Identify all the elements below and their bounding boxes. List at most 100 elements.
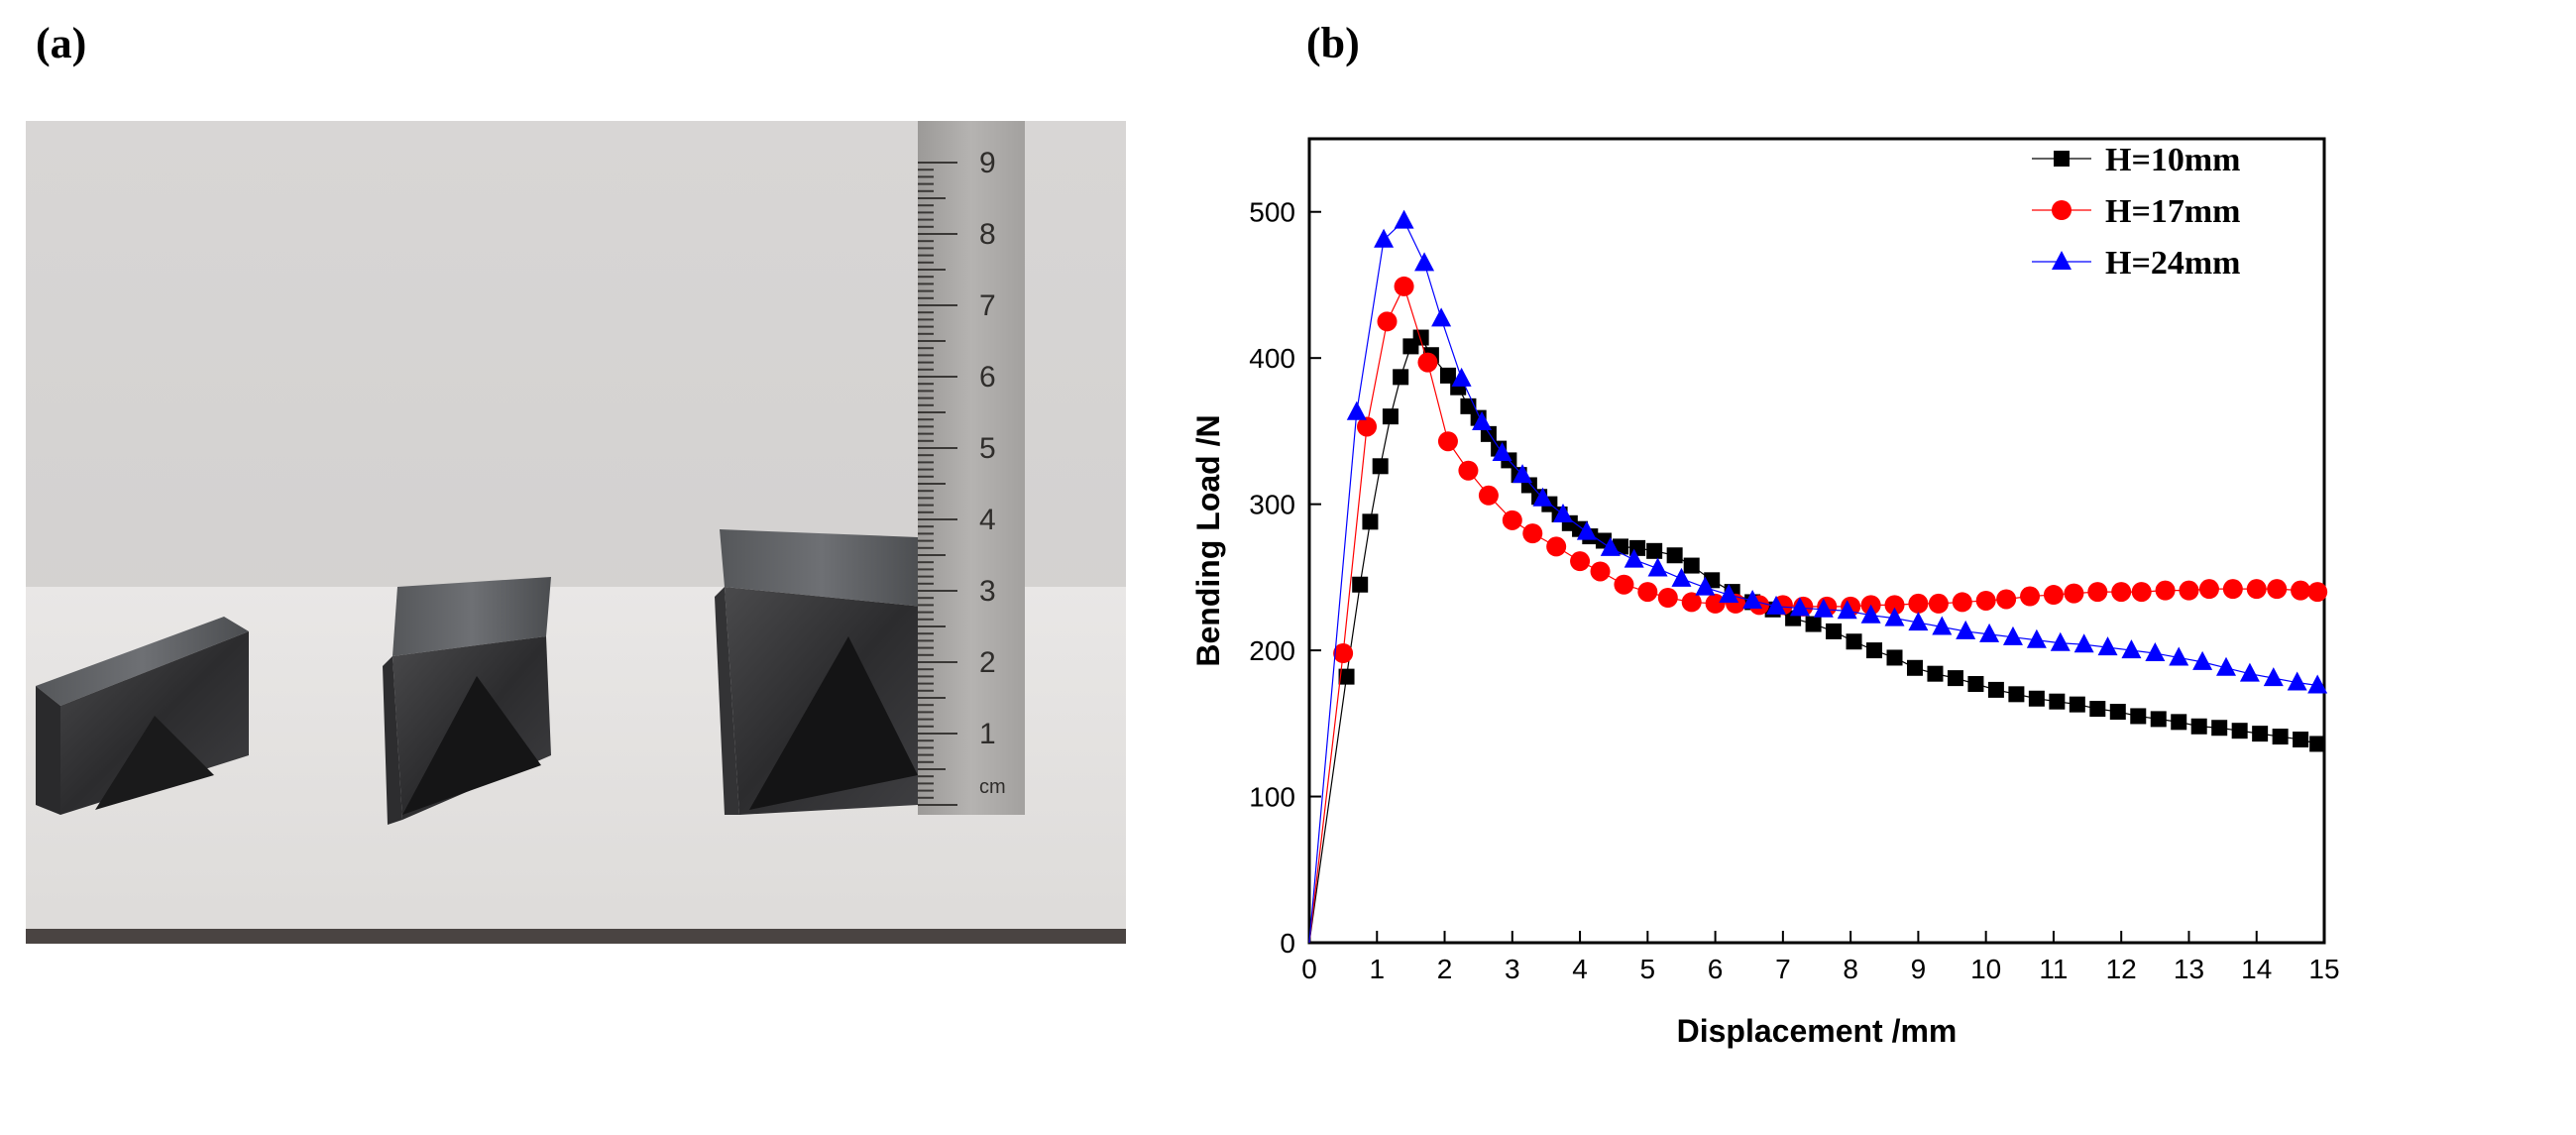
panel-label-b: (b)	[1306, 19, 1360, 67]
ruler-number: 1	[979, 718, 996, 750]
data-point	[1393, 369, 1409, 386]
data-point	[1695, 576, 1716, 596]
data-point	[1719, 584, 1739, 604]
data-point	[2192, 650, 2213, 670]
panel-label-a: (a)	[36, 19, 87, 67]
data-point	[2109, 704, 2126, 721]
data-point	[1346, 400, 1367, 420]
legend-item: H=17mm	[2032, 193, 2240, 230]
plot-border	[1307, 137, 2326, 945]
ruler-number: 5	[979, 432, 996, 465]
x-tick-label: 7	[1775, 954, 1791, 984]
x-tick-label: 3	[1505, 954, 1520, 984]
data-point	[2145, 642, 2166, 662]
data-point	[1932, 616, 1953, 635]
data-point	[2231, 723, 2248, 739]
legend-item: H=10mm	[2032, 142, 2240, 178]
ruler-number: 8	[979, 218, 996, 251]
specimen-h24	[715, 529, 923, 815]
x-axis-title: Displacement /mm	[1677, 1013, 1958, 1049]
data-point	[1532, 487, 1553, 507]
data-point	[1570, 551, 1591, 572]
data-point	[2064, 583, 2084, 604]
data-point	[1451, 367, 1472, 387]
data-point	[1884, 607, 1905, 626]
legend-label: H=17mm	[2105, 193, 2240, 230]
ruler-number: 3	[979, 575, 996, 608]
specimen-h17	[383, 577, 551, 825]
data-point	[2111, 582, 2132, 603]
data-point	[1522, 523, 1543, 544]
data-point	[2263, 667, 2284, 687]
y-tick-label: 100	[1249, 782, 1295, 813]
data-point	[2267, 579, 2288, 600]
data-point	[2293, 732, 2309, 748]
data-point	[2020, 586, 2041, 607]
data-point	[2169, 646, 2189, 666]
data-point	[2246, 579, 2267, 600]
data-point	[1826, 623, 1843, 639]
data-point	[1967, 676, 1984, 693]
data-point	[1417, 352, 1438, 373]
x-tick-label: 9	[1911, 954, 1927, 984]
data-point	[2211, 720, 2228, 737]
data-point	[1637, 582, 1658, 603]
data-point	[2287, 671, 2307, 691]
data-point	[2121, 639, 2142, 659]
legend-item: H=24mm	[2032, 245, 2240, 282]
legend-marker	[2052, 251, 2072, 270]
data-point	[1813, 598, 1834, 618]
data-point	[2309, 736, 2326, 752]
plot-frame	[1307, 137, 2326, 945]
data-point	[2069, 696, 2085, 713]
data-point	[1576, 520, 1597, 540]
series-3	[1308, 209, 2328, 944]
series-line	[1308, 336, 2318, 944]
ruler-number: 6	[979, 361, 996, 394]
data-point	[1352, 576, 1369, 593]
ruler-number: 9	[979, 147, 996, 179]
data-point	[1377, 311, 1398, 332]
data-point	[1956, 620, 1976, 639]
data-point	[2002, 625, 2023, 645]
x-tick-label: 1	[1369, 954, 1385, 984]
data-point	[1431, 307, 1452, 327]
data-point	[1657, 588, 1678, 609]
data-point	[1512, 464, 1533, 484]
legend-label: H=10mm	[2105, 142, 2240, 178]
data-point	[1866, 642, 1883, 659]
series-2	[1308, 276, 2328, 944]
data-point	[2087, 582, 2108, 603]
data-point	[2272, 729, 2289, 745]
ruler-number: 2	[979, 646, 996, 679]
data-point	[1647, 557, 1668, 577]
data-point	[1646, 542, 1663, 559]
data-point	[2008, 686, 2025, 703]
data-point	[1553, 503, 1573, 522]
data-point	[2131, 582, 2152, 603]
data-point	[2049, 693, 2066, 710]
series-1	[1308, 329, 2326, 944]
data-point	[2130, 708, 2147, 725]
data-point	[1860, 604, 1881, 624]
data-point	[1681, 592, 1702, 613]
y-tick-label: 300	[1249, 490, 1295, 520]
y-axis-title: Bending Load /N	[1190, 414, 1226, 666]
data-point	[1837, 600, 1857, 620]
data-point	[2050, 631, 2071, 651]
data-point	[1987, 681, 2004, 698]
data-point	[1624, 548, 1644, 568]
bending-load-chart: 0 1 2 3 4 5 6 7 8 9 10 11 12 13 14 15 0100200300400500 …	[1190, 137, 2340, 1049]
data-point	[1394, 209, 1414, 229]
y-tick-label: 0	[1280, 928, 1295, 959]
x-tick-label: 11	[2039, 954, 2068, 984]
data-point	[1374, 228, 1395, 248]
data-point	[2028, 690, 2045, 707]
data-point	[1546, 536, 1567, 557]
legend-marker	[2052, 200, 2072, 220]
x-tick-label: 14	[2241, 954, 2272, 984]
data-point	[1492, 442, 1512, 462]
data-point	[1372, 458, 1389, 475]
x-tick-label: 10	[1970, 954, 2001, 984]
data-point	[1437, 431, 1458, 452]
